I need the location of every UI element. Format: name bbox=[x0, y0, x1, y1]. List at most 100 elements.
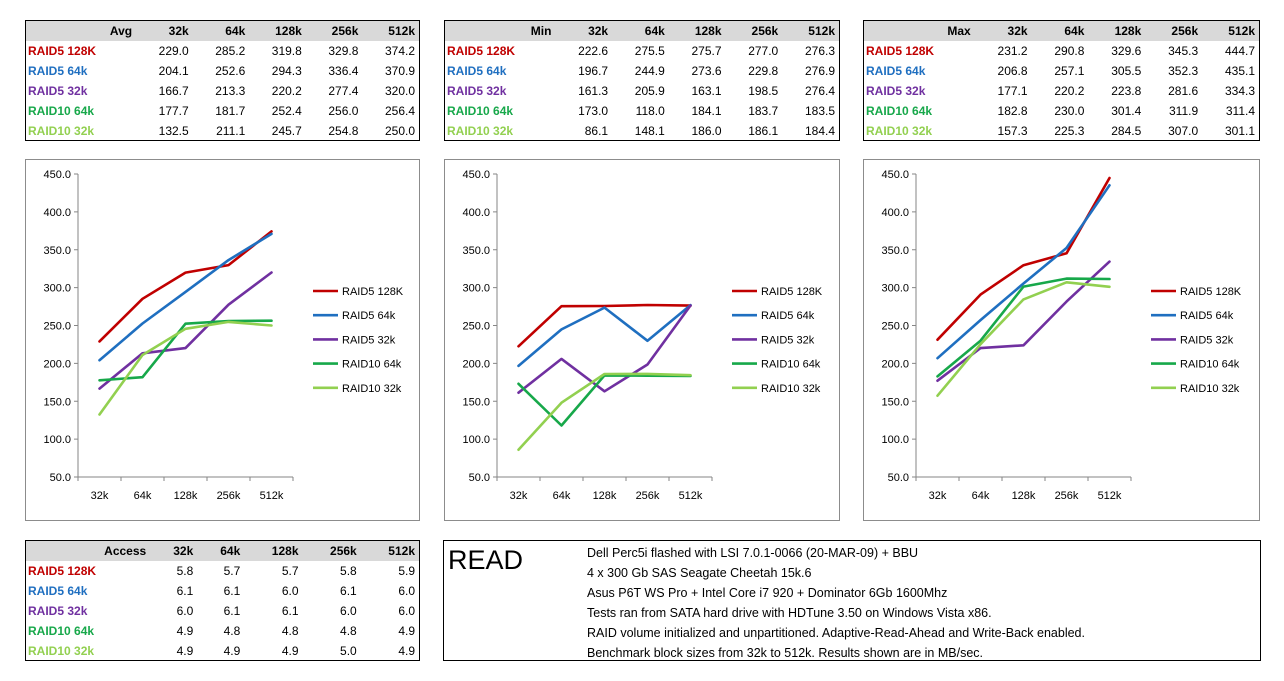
table-cell: 276.9 bbox=[804, 64, 835, 78]
table-cell: 4.9 bbox=[176, 624, 194, 638]
column-header: 512k bbox=[782, 21, 839, 41]
table-cell: 256.0 bbox=[328, 104, 359, 118]
y-tick-label: 450.0 bbox=[43, 169, 71, 181]
row-label: RAID5 128K bbox=[866, 44, 935, 58]
y-tick-label: 200.0 bbox=[881, 358, 909, 370]
series-line bbox=[936, 176, 1111, 341]
table-cell: 148.1 bbox=[634, 124, 665, 138]
y-tick-label: 100.0 bbox=[43, 434, 71, 446]
table-cell: 231.2 bbox=[997, 44, 1028, 58]
row-label: RAID5 64k bbox=[28, 64, 88, 78]
row-label: RAID10 32k bbox=[28, 124, 95, 138]
row-label: RAID10 64k bbox=[447, 104, 514, 118]
column-header: 512k bbox=[1202, 21, 1259, 41]
row-label: RAID10 32k bbox=[28, 644, 95, 658]
table-cell: 6.0 bbox=[398, 584, 415, 598]
table-row: RAID5 32k 166.7 213.3 220.2 277.4 320.0 bbox=[26, 81, 419, 101]
table-cell: 252.4 bbox=[271, 104, 302, 118]
x-tick-label: 512k bbox=[1098, 490, 1122, 502]
legend-label: RAID5 64k bbox=[342, 310, 396, 322]
table-cell: 222.6 bbox=[578, 44, 609, 58]
legend-label: RAID10 64k bbox=[761, 359, 821, 371]
table-cell: 5.8 bbox=[340, 564, 357, 578]
max-chart: 50.0 100.0 150.0 200.0 250.0 300.0 350.0 400.0 4… bbox=[863, 159, 1260, 521]
x-tick-label: 64k bbox=[134, 490, 152, 502]
row-label: RAID10 32k bbox=[447, 124, 514, 138]
row-label: RAID10 32k bbox=[866, 124, 933, 138]
info-heading: READ bbox=[448, 545, 524, 575]
table-cell: 220.2 bbox=[1054, 84, 1085, 98]
table-cell: 184.4 bbox=[804, 124, 835, 138]
table-cell: 213.3 bbox=[215, 84, 246, 98]
series-line bbox=[98, 232, 273, 362]
table-cell: 186.0 bbox=[691, 124, 722, 138]
table-cell: 4.9 bbox=[398, 624, 415, 638]
table-cell: 254.8 bbox=[328, 124, 359, 138]
table-row: RAID10 32k 157.3 225.3 284.5 307.0 301.1 bbox=[864, 121, 1259, 141]
table-cell: 198.5 bbox=[748, 84, 779, 98]
table-cell: 225.3 bbox=[1054, 124, 1085, 138]
table-cell: 6.1 bbox=[223, 584, 241, 598]
table-cell: 319.8 bbox=[271, 44, 302, 58]
row-label: RAID5 64k bbox=[866, 64, 926, 78]
row-label: RAID5 32k bbox=[28, 604, 88, 618]
table-cell: 86.1 bbox=[584, 124, 609, 138]
y-tick-label: 250.0 bbox=[462, 321, 490, 333]
column-header: 32k bbox=[555, 21, 613, 41]
table-cell: 276.4 bbox=[804, 84, 835, 98]
table-row: RAID5 128K 5.8 5.7 5.7 5.8 5.9 bbox=[26, 561, 419, 581]
legend-label: RAID10 64k bbox=[342, 359, 402, 371]
series-line bbox=[936, 281, 1111, 397]
table-cell: 6.0 bbox=[340, 604, 357, 618]
table-cell: 277.0 bbox=[748, 44, 779, 58]
legend-label: RAID5 32k bbox=[1180, 334, 1234, 346]
table-row: RAID5 64k 204.1 252.6 294.3 336.4 370.9 bbox=[26, 61, 419, 81]
table-cell: 6.0 bbox=[176, 604, 194, 618]
column-header: 512k bbox=[360, 541, 419, 561]
series-line bbox=[517, 304, 692, 394]
info-line: 4 x 300 Gb SAS Seagate Cheetah 15k.6 bbox=[587, 566, 812, 580]
table-row: RAID10 64k 173.0 118.0 184.1 183.7 183.5 bbox=[445, 101, 839, 121]
y-tick-label: 450.0 bbox=[462, 169, 490, 181]
table-header-row: Max 32k 64k 128k 256k 512k bbox=[864, 21, 1259, 41]
table-cell: 5.9 bbox=[398, 564, 415, 578]
table-cell: 352.3 bbox=[1168, 64, 1199, 78]
column-header: 32k bbox=[974, 21, 1032, 41]
table-cell: 183.7 bbox=[748, 104, 779, 118]
y-tick-label: 150.0 bbox=[462, 396, 490, 408]
table-title: Access bbox=[26, 541, 151, 561]
min-chart: 50.0 100.0 150.0 200.0 250.0 300.0 350.0 400.0 4… bbox=[444, 159, 840, 521]
table-cell: 220.2 bbox=[271, 84, 302, 98]
table-row: RAID5 128K 231.2 290.8 329.6 345.3 444.7 bbox=[864, 41, 1259, 61]
x-tick-label: 32k bbox=[929, 490, 947, 502]
table-row: RAID5 32k 6.0 6.1 6.1 6.0 6.0 bbox=[26, 601, 419, 621]
table-cell: 5.0 bbox=[340, 644, 357, 658]
table-cell: 4.9 bbox=[398, 644, 415, 658]
table-cell: 4.9 bbox=[176, 644, 194, 658]
min-table: Min 32k 64k 128k 256k 512k RAID5 128K 222.6 275.… bbox=[444, 20, 840, 141]
legend-label: RAID5 128K bbox=[342, 286, 404, 298]
table-cell: 206.8 bbox=[997, 64, 1028, 78]
table-row: RAID5 32k 177.1 220.2 223.8 281.6 334.3 bbox=[864, 81, 1259, 101]
table-cell: 6.0 bbox=[398, 604, 415, 618]
y-tick-label: 200.0 bbox=[43, 358, 71, 370]
table-cell: 184.1 bbox=[691, 104, 722, 118]
min-chart-svg: 50.0 100.0 150.0 200.0 250.0 300.0 350.0 400.0 4… bbox=[462, 169, 823, 502]
table-cell: 229.0 bbox=[158, 44, 189, 58]
table-row: RAID5 128K 222.6 275.5 275.7 277.0 276.3 bbox=[445, 41, 839, 61]
y-tick-label: 100.0 bbox=[462, 434, 490, 446]
table-cell: 186.1 bbox=[748, 124, 779, 138]
table-cell: 256.4 bbox=[384, 104, 415, 118]
table-row: RAID5 64k 6.1 6.1 6.0 6.1 6.0 bbox=[26, 581, 419, 601]
series-line bbox=[936, 183, 1111, 360]
y-tick-label: 350.0 bbox=[43, 245, 71, 257]
column-header: 512k bbox=[362, 21, 419, 41]
legend-label: RAID5 128K bbox=[761, 286, 823, 298]
info-line: RAID volume initialized and unpartitione… bbox=[587, 626, 1085, 640]
table-cell: 6.0 bbox=[281, 584, 299, 598]
table-cell: 250.0 bbox=[384, 124, 415, 138]
row-label: RAID10 64k bbox=[28, 104, 95, 118]
row-label: RAID5 32k bbox=[447, 84, 507, 98]
table-cell: 6.1 bbox=[281, 604, 299, 618]
column-header: 128k bbox=[668, 21, 726, 41]
